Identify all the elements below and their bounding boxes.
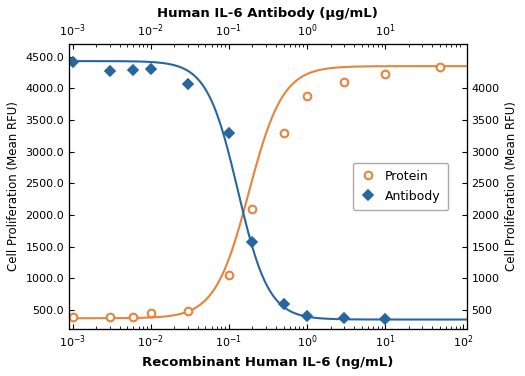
Protein	[107, 315, 113, 320]
Protein	[130, 315, 136, 319]
Antibody	[304, 314, 310, 318]
Protein	[437, 65, 443, 70]
Antibody	[130, 68, 136, 72]
Protein	[69, 315, 76, 319]
Antibody	[382, 317, 388, 321]
Antibody	[185, 82, 191, 86]
Antibody	[148, 67, 154, 71]
X-axis label: Recombinant Human IL-6 (ng/mL): Recombinant Human IL-6 (ng/mL)	[142, 356, 394, 369]
Y-axis label: Cell Proliferation (Mean RFU): Cell Proliferation (Mean RFU)	[7, 102, 20, 271]
Antibody	[341, 316, 348, 320]
Protein	[280, 130, 287, 135]
Line: Antibody: Antibody	[69, 58, 388, 323]
Antibody	[107, 68, 113, 73]
Protein	[382, 71, 388, 76]
Antibody	[69, 59, 76, 64]
Antibody	[226, 131, 232, 135]
Protein	[226, 273, 232, 277]
Legend: Protein, Antibody: Protein, Antibody	[353, 163, 448, 210]
Y-axis label: Cell Proliferation (Mean RFU): Cell Proliferation (Mean RFU)	[505, 102, 518, 271]
Protein	[185, 308, 191, 313]
Antibody	[280, 302, 287, 306]
Protein	[304, 94, 310, 98]
X-axis label: Human IL-6 Antibody (μg/mL): Human IL-6 Antibody (μg/mL)	[158, 7, 378, 20]
Line: Protein: Protein	[69, 64, 444, 321]
Protein	[341, 80, 348, 84]
Protein	[148, 311, 154, 315]
Antibody	[249, 240, 256, 244]
Protein	[249, 206, 256, 211]
